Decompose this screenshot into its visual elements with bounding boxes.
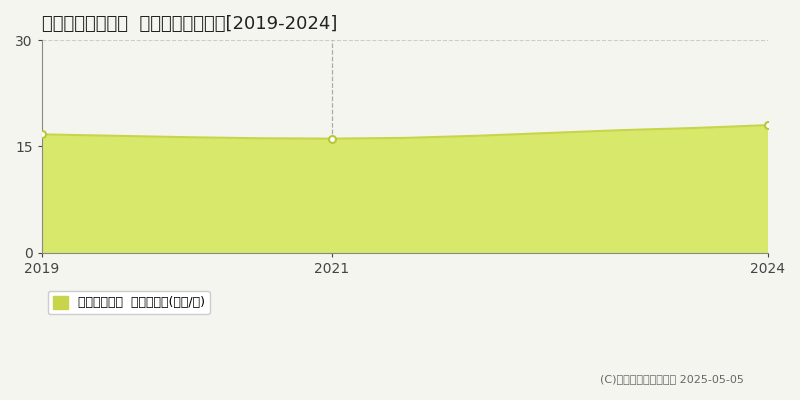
Text: (C)土地価格ドットコム 2025-05-05: (C)土地価格ドットコム 2025-05-05	[600, 374, 744, 384]
Text: 鳥取市国府町奥谷  収益物件価格推移[2019-2024]: 鳥取市国府町奥谷 収益物件価格推移[2019-2024]	[42, 15, 337, 33]
Legend: 収益物件価格  平均坪単価(万円/坪): 収益物件価格 平均坪単価(万円/坪)	[48, 291, 210, 314]
